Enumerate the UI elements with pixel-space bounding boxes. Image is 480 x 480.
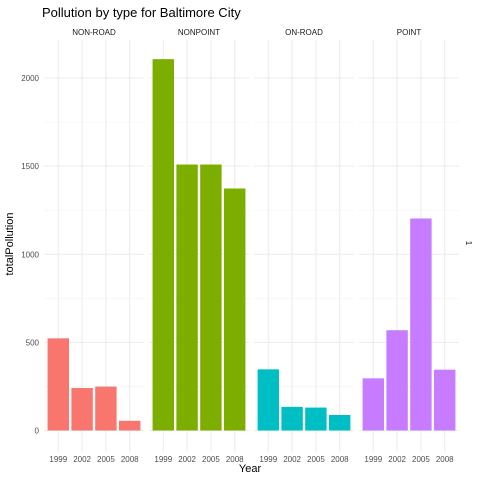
- x-tick-label: 2005: [202, 455, 220, 464]
- x-tick-label: 1999: [364, 455, 382, 464]
- bar: [224, 188, 246, 431]
- x-tick-label: 2002: [73, 455, 91, 464]
- bar: [305, 407, 327, 431]
- panel-label: NONPOINT: [178, 28, 220, 37]
- x-tick-label: 2002: [178, 455, 196, 464]
- x-tick-label: 1999: [154, 455, 172, 464]
- chart-title: Pollution by type for Baltimore City: [42, 5, 241, 20]
- x-tick-label: 2008: [226, 455, 244, 464]
- x-tick-label: 2005: [97, 455, 115, 464]
- y-axis-label: totalPollution: [4, 213, 16, 276]
- bar: [386, 330, 408, 431]
- x-tick-label: 2008: [436, 455, 454, 464]
- x-axis-label: Year: [239, 463, 262, 475]
- x-tick-label: 2002: [388, 455, 406, 464]
- y-tick-label: 0: [35, 427, 40, 436]
- x-tick-label: 2002: [283, 455, 301, 464]
- x-tick-label: 2008: [331, 455, 349, 464]
- bar: [71, 388, 93, 431]
- bar: [176, 164, 198, 431]
- y-tick-label: 1500: [21, 162, 39, 171]
- bar: [329, 414, 351, 431]
- bar: [47, 338, 69, 431]
- bar: [281, 406, 303, 431]
- bar: [200, 164, 222, 431]
- axis-layer: 0 500 1000 1500 2000 NON-ROAD 1999 2002 2005 2008…: [21, 28, 454, 464]
- x-tick-label: 2005: [412, 455, 430, 464]
- x-tick-label: 1999: [49, 455, 67, 464]
- panel-label: POINT: [397, 28, 422, 37]
- x-tick-label: 2008: [121, 455, 139, 464]
- right-strip-label: 1: [464, 241, 473, 246]
- bar: [95, 386, 117, 431]
- bar: [362, 378, 384, 431]
- x-tick-label: 2005: [307, 455, 325, 464]
- bar: [152, 59, 174, 431]
- bars-layer: [47, 59, 456, 431]
- bar: [410, 218, 432, 431]
- x-tick-label: 1999: [259, 455, 277, 464]
- y-tick-label: 2000: [21, 74, 39, 83]
- bar: [119, 420, 141, 431]
- bar: [257, 369, 279, 431]
- y-tick-label: 1000: [21, 250, 39, 259]
- panel-label: NON-ROAD: [72, 28, 116, 37]
- bar: [434, 369, 456, 431]
- y-tick-label: 500: [26, 338, 40, 347]
- panel-label: ON-ROAD: [285, 28, 323, 37]
